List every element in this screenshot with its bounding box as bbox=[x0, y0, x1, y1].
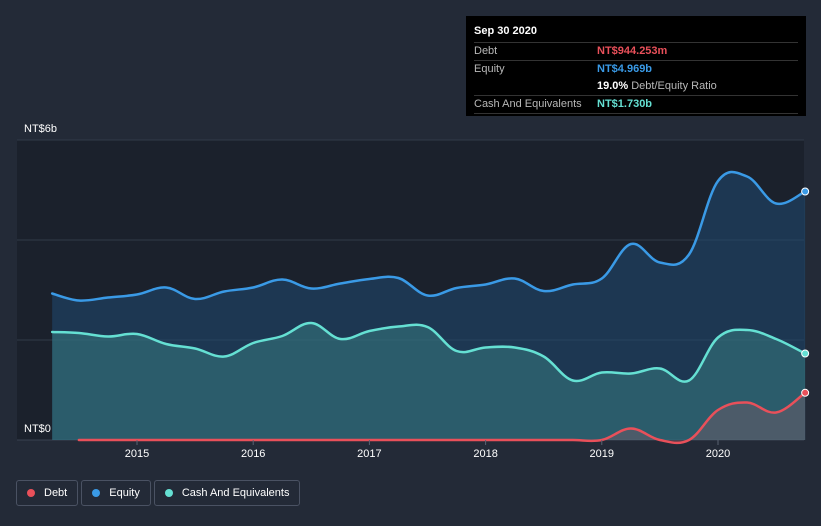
x-tick-label: 2019 bbox=[590, 448, 614, 460]
tooltip-ratio-label: Debt/Equity Ratio bbox=[631, 80, 717, 92]
y-axis-bottom-label: NT$0 bbox=[24, 423, 51, 435]
legend: Debt Equity Cash And Equivalents bbox=[16, 480, 303, 508]
equity-dot-icon bbox=[92, 489, 101, 497]
tooltip-date: Sep 30 2020 bbox=[474, 24, 798, 43]
tooltip: Sep 30 2020 Debt NT$944.253m Equity NT$4… bbox=[466, 16, 806, 116]
series-lines bbox=[50, 170, 807, 445]
x-tick-label: 2017 bbox=[357, 448, 381, 460]
x-tick-label: 2015 bbox=[125, 448, 149, 460]
equity-line bbox=[50, 170, 807, 302]
tooltip-cash-value: NT$1.730b bbox=[597, 98, 653, 110]
legend-debt-label: Debt bbox=[44, 487, 68, 499]
tooltip-cash-label: Cash And Equivalents bbox=[474, 98, 582, 110]
x-tick-label: 2018 bbox=[473, 448, 497, 460]
debt-dot-icon bbox=[27, 489, 35, 497]
x-tick-label: 2016 bbox=[241, 448, 265, 460]
cash-and-equivalents-end-marker bbox=[801, 349, 810, 358]
tooltip-equity-value: NT$4.969b bbox=[597, 63, 653, 75]
y-axis-top-label: NT$6b bbox=[24, 123, 57, 135]
equity-end-marker bbox=[801, 187, 810, 196]
x-axis-ticks: 2015 2016 2017 2018 2019 2020 bbox=[125, 440, 730, 460]
tooltip-ratio-value: 19.0% bbox=[597, 80, 629, 92]
cash-and-equivalents-line bbox=[50, 321, 807, 383]
tooltip-row-equity: Equity NT$4.969b bbox=[474, 61, 798, 78]
tooltip-equity-label: Equity bbox=[474, 63, 505, 75]
series-end-markers bbox=[801, 187, 810, 397]
tooltip-row-debt: Debt NT$944.253m bbox=[474, 43, 798, 61]
tooltip-row-ratio: 19.0% Debt/Equity Ratio bbox=[474, 78, 798, 96]
legend-item-equity[interactable]: Equity bbox=[81, 480, 151, 506]
cash-and-equivalents-area bbox=[52, 322, 806, 440]
tooltip-debt-value: NT$944.253m bbox=[597, 45, 668, 57]
legend-item-cash[interactable]: Cash And Equivalents bbox=[153, 480, 301, 506]
legend-item-debt[interactable]: Debt bbox=[16, 480, 79, 506]
tooltip-debt-label: Debt bbox=[474, 45, 498, 57]
cash-dot-icon bbox=[164, 489, 173, 497]
tooltip-row-cash: Cash And Equivalents NT$1.730b bbox=[474, 96, 798, 114]
debt-line bbox=[77, 391, 807, 445]
legend-equity-label: Equity bbox=[109, 487, 140, 499]
debt-end-marker bbox=[801, 388, 810, 397]
legend-cash-label: Cash And Equivalents bbox=[181, 487, 290, 499]
x-tick-label: 2020 bbox=[706, 448, 730, 460]
